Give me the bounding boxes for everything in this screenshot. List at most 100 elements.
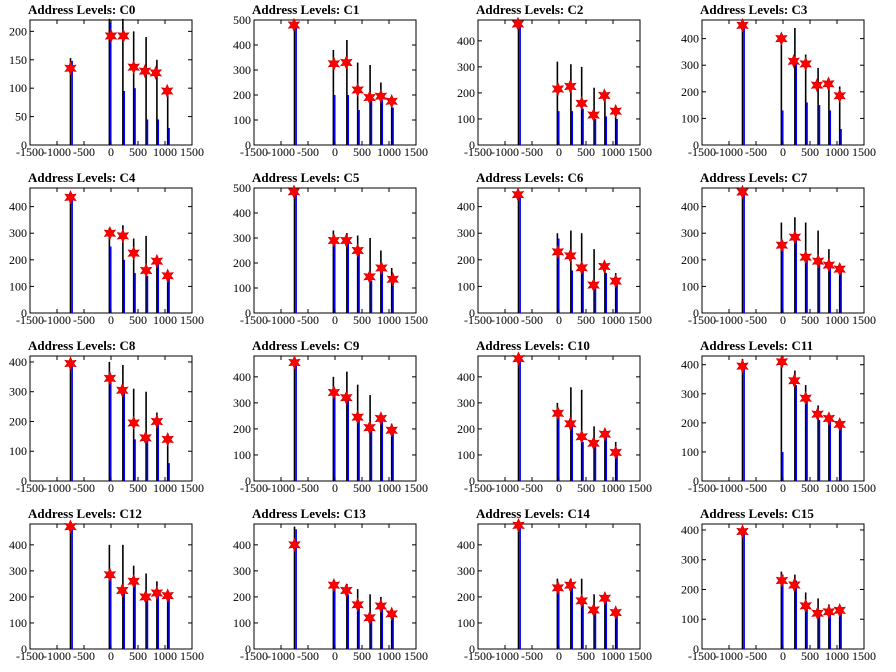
marker-star — [609, 605, 622, 620]
marker-star — [351, 82, 364, 98]
marker-star — [385, 606, 398, 622]
marker-star — [575, 593, 588, 609]
x-tick-label: 0 — [332, 481, 338, 495]
marker-star — [116, 583, 129, 598]
marker-star — [811, 253, 825, 269]
x-tick-label: -1000 — [715, 649, 743, 663]
marker-star — [575, 429, 588, 444]
marker-star — [822, 76, 835, 92]
x-tick-label: -1500 — [16, 145, 44, 159]
x-tick-label: 0 — [556, 313, 562, 327]
marker-star — [64, 190, 77, 205]
y-tick-label: 400 — [233, 538, 251, 552]
marker-star — [327, 385, 341, 400]
y-tick-label: 0 — [21, 306, 27, 320]
y-tick-label: 400 — [457, 538, 475, 552]
chart-svg: Address Levels: C2 0 100 200 300 400 -1500 -100… — [457, 2, 652, 159]
x-tick-label: 1500 — [404, 145, 428, 159]
x-tick-label: 1000 — [601, 313, 625, 327]
marker-star — [575, 96, 588, 111]
marker-star — [103, 567, 117, 583]
x-tick-label: -500 — [73, 313, 95, 327]
marker-star — [385, 94, 398, 109]
y-tick-label: 300 — [457, 564, 475, 578]
marker-star — [788, 229, 802, 245]
marker-star — [386, 272, 400, 287]
marker-star — [103, 225, 117, 241]
marker-star — [511, 16, 525, 32]
marker-star — [551, 580, 565, 596]
chart-title: Address Levels: C14 — [476, 506, 590, 521]
marker-star — [551, 81, 565, 97]
chart-svg: Address Levels: C14 0 100 200 300 400 -1500 -10… — [457, 506, 652, 663]
x-tick-label: 0 — [780, 481, 786, 495]
y-tick-label: 300 — [681, 226, 699, 240]
chart-title: Address Levels: C4 — [28, 170, 136, 185]
x-tick-label: -1000 — [267, 481, 295, 495]
y-tick-label: 0 — [469, 138, 475, 152]
y-tick-label: 400 — [457, 370, 475, 384]
x-tick-label: -1000 — [43, 313, 71, 327]
y-tick-label: 100 — [457, 112, 475, 126]
y-tick-label: 100 — [233, 616, 251, 630]
x-tick-label: 500 — [353, 145, 371, 159]
y-tick-label: 300 — [457, 226, 475, 240]
y-tick-label: 300 — [9, 385, 27, 399]
y-tick-label: 100 — [681, 612, 699, 626]
marker-star — [587, 277, 600, 293]
marker-star — [374, 411, 388, 426]
y-tick-label: 200 — [233, 256, 251, 270]
y-tick-label: 200 — [233, 590, 251, 604]
x-tick-label: 1000 — [377, 313, 401, 327]
marker-star — [161, 268, 174, 284]
y-tick-label: 400 — [681, 358, 699, 372]
x-tick-label: 1000 — [601, 145, 625, 159]
marker-star — [598, 426, 612, 442]
marker-star — [833, 417, 846, 432]
x-tick-label: 1000 — [153, 313, 177, 327]
x-tick-label: 1000 — [825, 649, 849, 663]
chart-panel: Address Levels: C5 0 100 200 300 400 500 -1500-… — [224, 168, 448, 336]
y-tick-label: 0 — [245, 138, 251, 152]
marker-star — [799, 249, 812, 265]
marker-star — [375, 260, 388, 276]
marker-star — [127, 574, 140, 589]
chart-title: Address Levels: C0 — [28, 2, 135, 17]
chart-panel: Address Levels: C6 0 100 200 300 400 -1500 -100… — [448, 168, 672, 336]
x-tick-label: 500 — [353, 481, 371, 495]
marker-star — [104, 28, 118, 44]
marker-star — [551, 406, 565, 421]
x-tick-label: 1500 — [628, 145, 652, 159]
y-tick-label: 0 — [21, 138, 27, 152]
x-tick-label: -1500 — [688, 481, 716, 495]
chart-svg: Address Levels: C15 0 100 200 300 400 -1500 -10… — [681, 506, 876, 663]
marker-star — [833, 261, 846, 277]
x-tick-label: 1500 — [628, 649, 652, 663]
y-tick-label: 100 — [457, 616, 475, 630]
marker-star — [385, 422, 398, 438]
y-tick-label: 200 — [457, 590, 475, 604]
y-tick-label: 400 — [233, 206, 251, 220]
y-tick-label: 100 — [681, 279, 699, 293]
marker-star — [775, 237, 789, 253]
x-tick-label: 500 — [577, 481, 595, 495]
chart-panel: Address Levels: C0 0 50 100 150 200 -1500 -1000… — [0, 0, 224, 168]
x-tick-label: -500 — [745, 313, 767, 327]
x-tick-label: 1000 — [601, 649, 625, 663]
x-tick-label: 1000 — [153, 145, 177, 159]
x-tick-label: 0 — [108, 145, 114, 159]
marker-star — [127, 415, 140, 431]
x-tick-label: -1500 — [240, 313, 268, 327]
y-tick-label: 100 — [9, 81, 27, 95]
y-tick-label: 100 — [681, 111, 699, 125]
x-tick-label: -1500 — [16, 313, 44, 327]
marker-star — [139, 263, 153, 278]
marker-star — [564, 416, 577, 431]
marker-star — [139, 589, 152, 605]
chart-title: Address Levels: C10 — [476, 338, 590, 353]
y-tick-label: 200 — [457, 422, 475, 436]
x-tick-label: 1000 — [153, 481, 177, 495]
marker-star — [340, 583, 353, 598]
marker-star — [127, 59, 140, 75]
chart-panel: Address Levels: C12 0 100 200 300 400 -1500 -10… — [0, 504, 224, 672]
